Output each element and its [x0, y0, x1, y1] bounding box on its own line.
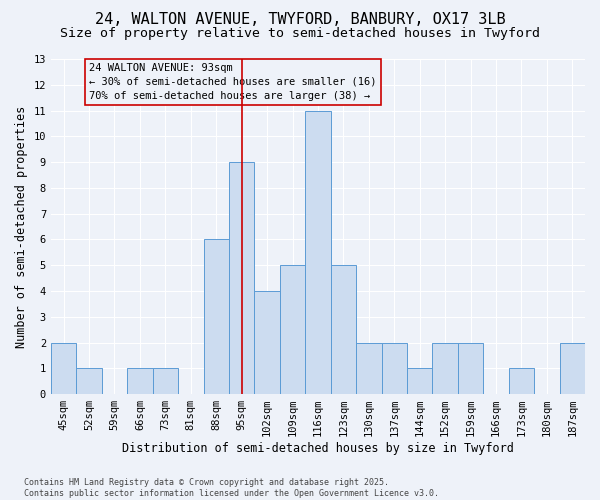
Bar — [76, 368, 102, 394]
Bar — [433, 342, 458, 394]
Bar — [280, 265, 305, 394]
Bar — [51, 342, 76, 394]
X-axis label: Distribution of semi-detached houses by size in Twyford: Distribution of semi-detached houses by … — [122, 442, 514, 455]
Bar — [203, 240, 229, 394]
Bar — [458, 342, 483, 394]
Bar — [305, 110, 331, 394]
Bar — [382, 342, 407, 394]
Bar — [229, 162, 254, 394]
Text: 24 WALTON AVENUE: 93sqm
← 30% of semi-detached houses are smaller (16)
70% of se: 24 WALTON AVENUE: 93sqm ← 30% of semi-de… — [89, 63, 377, 101]
Bar — [127, 368, 152, 394]
Text: 24, WALTON AVENUE, TWYFORD, BANBURY, OX17 3LB: 24, WALTON AVENUE, TWYFORD, BANBURY, OX1… — [95, 12, 505, 28]
Text: Contains HM Land Registry data © Crown copyright and database right 2025.
Contai: Contains HM Land Registry data © Crown c… — [24, 478, 439, 498]
Bar — [407, 368, 433, 394]
Bar — [331, 265, 356, 394]
Bar — [254, 291, 280, 394]
Text: Size of property relative to semi-detached houses in Twyford: Size of property relative to semi-detach… — [60, 28, 540, 40]
Bar — [560, 342, 585, 394]
Bar — [152, 368, 178, 394]
Bar — [356, 342, 382, 394]
Bar — [509, 368, 534, 394]
Y-axis label: Number of semi-detached properties: Number of semi-detached properties — [15, 106, 28, 348]
